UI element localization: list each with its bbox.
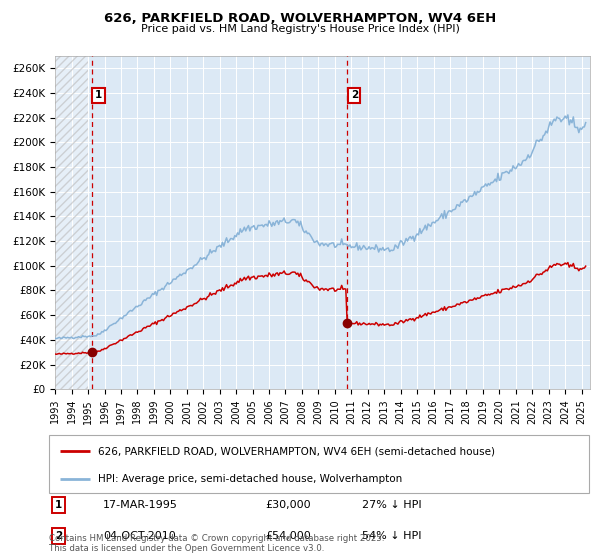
FancyBboxPatch shape: [49, 435, 589, 493]
Text: HPI: Average price, semi-detached house, Wolverhampton: HPI: Average price, semi-detached house,…: [98, 474, 402, 483]
Bar: [55, 56, 88, 389]
Text: Contains HM Land Registry data © Crown copyright and database right 2025.
This d: Contains HM Land Registry data © Crown c…: [49, 534, 385, 553]
Bar: [55, 56, 88, 389]
Text: 626, PARKFIELD ROAD, WOLVERHAMPTON, WV4 6EH (semi-detached house): 626, PARKFIELD ROAD, WOLVERHAMPTON, WV4 …: [98, 446, 495, 456]
Text: 54% ↓ HPI: 54% ↓ HPI: [362, 531, 422, 541]
Text: 626, PARKFIELD ROAD, WOLVERHAMPTON, WV4 6EH: 626, PARKFIELD ROAD, WOLVERHAMPTON, WV4 …: [104, 12, 496, 25]
Text: £54,000: £54,000: [265, 531, 311, 541]
Text: 17-MAR-1995: 17-MAR-1995: [103, 500, 178, 510]
Text: 27% ↓ HPI: 27% ↓ HPI: [362, 500, 422, 510]
Text: 1: 1: [95, 91, 102, 100]
Text: £30,000: £30,000: [265, 500, 311, 510]
Text: Price paid vs. HM Land Registry's House Price Index (HPI): Price paid vs. HM Land Registry's House …: [140, 24, 460, 34]
Text: 2: 2: [350, 91, 358, 100]
Text: 1: 1: [55, 500, 62, 510]
Text: 2: 2: [55, 531, 62, 541]
Text: 04-OCT-2010: 04-OCT-2010: [103, 531, 176, 541]
